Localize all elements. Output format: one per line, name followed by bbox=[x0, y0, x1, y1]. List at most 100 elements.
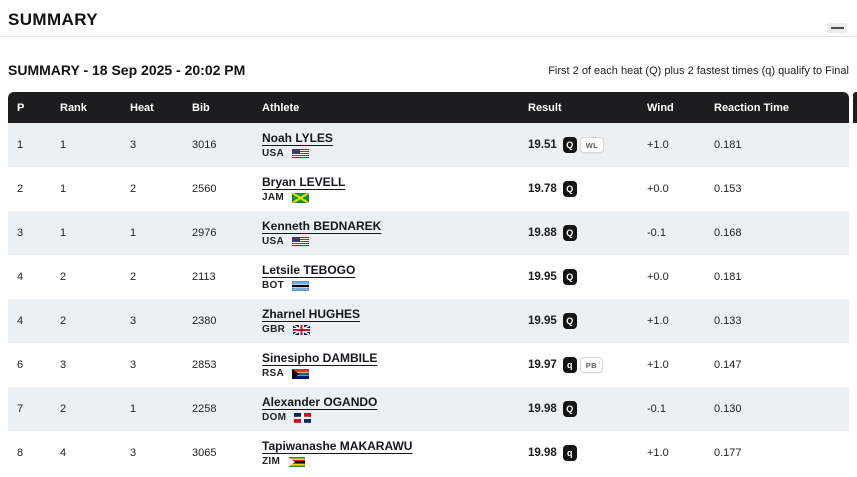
qualified-badge: q bbox=[562, 357, 577, 373]
country-code: JAM bbox=[262, 192, 285, 203]
result-time: 19.78 bbox=[528, 183, 557, 195]
qualified-badge: Q bbox=[562, 181, 577, 197]
reaction-time-value: 0.181 bbox=[714, 271, 742, 283]
column-header-heat: Heat bbox=[130, 101, 154, 114]
table-row: 1 1 3 3016 Noah LYLES USA 19.51 Q WL +1.… bbox=[8, 123, 849, 167]
result-time: 19.51 bbox=[528, 139, 557, 151]
page-title: SUMMARY bbox=[8, 10, 98, 29]
athlete-name-link[interactable]: Zharnel HUGHES bbox=[262, 307, 361, 321]
table-row: 3 1 1 2976 Kenneth BEDNAREK USA 19.88 Q … bbox=[8, 211, 849, 255]
country-flag-icon bbox=[292, 280, 310, 291]
qualified-badge: Q bbox=[562, 269, 577, 285]
athlete-name-link[interactable]: Noah LYLES bbox=[262, 131, 333, 145]
position-value: 4 bbox=[17, 315, 24, 327]
wind-value: -0.1 bbox=[647, 227, 666, 239]
athlete-cell: Letsile TEBOGO BOT bbox=[262, 263, 528, 291]
column-header-bib: Bib bbox=[192, 101, 210, 114]
athlete-name-link[interactable]: Bryan LEVELL bbox=[262, 175, 346, 189]
result-time: 19.95 bbox=[528, 315, 557, 327]
country-line: GBR bbox=[262, 324, 528, 335]
athlete-name-link[interactable]: Letsile TEBOGO bbox=[262, 263, 356, 277]
table-row: 7 2 1 2258 Alexander OGANDO DOM 19.98 Q … bbox=[8, 387, 849, 431]
qualified-badge: Q bbox=[562, 313, 577, 329]
column-header-p: P bbox=[17, 101, 25, 114]
column-header-athlete: Athlete bbox=[262, 101, 300, 114]
rank-value: 1 bbox=[60, 227, 67, 239]
position-value: 3 bbox=[17, 227, 24, 239]
reaction-time-value: 0.181 bbox=[714, 139, 742, 151]
bib-value: 3065 bbox=[192, 447, 217, 459]
athlete-name-link[interactable]: Tapiwanashe MAKARAWU bbox=[262, 439, 413, 453]
heat-value: 1 bbox=[130, 227, 137, 239]
country-line: USA bbox=[262, 236, 528, 247]
athlete-cell: Sinesipho DAMBILE RSA bbox=[262, 351, 528, 379]
bib-value: 2258 bbox=[192, 403, 217, 415]
position-value: 7 bbox=[17, 403, 24, 415]
country-code: BOT bbox=[262, 280, 285, 291]
table-row: 2 1 2 2560 Bryan LEVELL JAM 19.78 Q +0.0… bbox=[8, 167, 849, 211]
athlete-name-link[interactable]: Kenneth BEDNAREK bbox=[262, 219, 382, 233]
table-header-row: P Rank Heat Bib Athlete Result Wind Reac… bbox=[8, 92, 849, 123]
column-header-wind: Wind bbox=[647, 101, 674, 114]
table-row: 6 3 3 2853 Sinesipho DAMBILE RSA 19.97 q… bbox=[8, 343, 849, 387]
qualified-badge: Q bbox=[562, 225, 577, 241]
country-code: USA bbox=[262, 236, 285, 247]
reaction-time-value: 0.130 bbox=[714, 403, 742, 415]
reaction-time-value: 0.168 bbox=[714, 227, 742, 239]
wind-value: +1.0 bbox=[647, 315, 669, 327]
country-flag-icon bbox=[292, 192, 310, 203]
position-value: 1 bbox=[17, 139, 24, 151]
heat-value: 1 bbox=[130, 403, 137, 415]
athlete-cell: Bryan LEVELL JAM bbox=[262, 175, 528, 203]
country-line: DOM bbox=[262, 412, 528, 423]
country-code: DOM bbox=[262, 412, 287, 423]
country-flag-icon bbox=[293, 324, 311, 335]
country-flag-icon bbox=[294, 412, 312, 423]
event-subtitle: SUMMARY - 18 Sep 2025 - 20:02 PM bbox=[8, 62, 246, 78]
result-cell: 19.97 q PB bbox=[528, 357, 647, 373]
position-value: 6 bbox=[17, 359, 24, 371]
results-table: P Rank Heat Bib Athlete Result Wind Reac… bbox=[8, 92, 849, 475]
country-code: USA bbox=[262, 148, 285, 159]
reaction-time-value: 0.147 bbox=[714, 359, 742, 371]
reaction-time-value: 0.177 bbox=[714, 447, 742, 459]
bib-value: 2853 bbox=[192, 359, 217, 371]
rank-value: 1 bbox=[60, 183, 67, 195]
country-line: RSA bbox=[262, 368, 528, 379]
athlete-cell: Tapiwanashe MAKARAWU ZIM bbox=[262, 439, 528, 467]
country-line: ZIM bbox=[262, 456, 528, 467]
record-badge: PB bbox=[579, 357, 603, 373]
table-row: 4 2 2 2113 Letsile TEBOGO BOT 19.95 Q +0… bbox=[8, 255, 849, 299]
country-code: ZIM bbox=[262, 456, 281, 467]
rank-value: 4 bbox=[60, 447, 67, 459]
heat-value: 3 bbox=[130, 139, 137, 151]
table-row: 8 4 3 3065 Tapiwanashe MAKARAWU ZIM 19.9… bbox=[8, 431, 849, 475]
country-flag-icon bbox=[292, 236, 310, 247]
result-cell: 19.98 Q bbox=[528, 401, 647, 417]
wind-value: +0.0 bbox=[647, 183, 669, 195]
column-header-reaction-time: Reaction Time bbox=[714, 101, 789, 114]
result-cell: 19.98 q bbox=[528, 445, 647, 461]
collapse-section-button[interactable] bbox=[827, 23, 847, 33]
title-divider bbox=[0, 36, 857, 37]
bib-value: 2380 bbox=[192, 315, 217, 327]
result-time: 19.98 bbox=[528, 447, 557, 459]
result-time: 19.88 bbox=[528, 227, 557, 239]
country-flag-icon bbox=[292, 368, 310, 379]
bib-value: 2113 bbox=[192, 271, 216, 283]
rank-value: 2 bbox=[60, 315, 67, 327]
qualified-badge: Q bbox=[562, 401, 577, 417]
qualification-note: First 2 of each heat (Q) plus 2 fastest … bbox=[548, 65, 849, 77]
athlete-cell: Noah LYLES USA bbox=[262, 131, 528, 159]
heat-value: 3 bbox=[130, 359, 137, 371]
column-header-result: Result bbox=[528, 101, 562, 114]
athlete-cell: Kenneth BEDNAREK USA bbox=[262, 219, 528, 247]
reaction-time-value: 0.153 bbox=[714, 183, 742, 195]
athlete-name-link[interactable]: Alexander OGANDO bbox=[262, 395, 378, 409]
athlete-name-link[interactable]: Sinesipho DAMBILE bbox=[262, 351, 378, 365]
heat-value: 3 bbox=[130, 447, 137, 459]
rank-value: 1 bbox=[60, 139, 67, 151]
country-line: BOT bbox=[262, 280, 528, 291]
rank-value: 3 bbox=[60, 359, 67, 371]
